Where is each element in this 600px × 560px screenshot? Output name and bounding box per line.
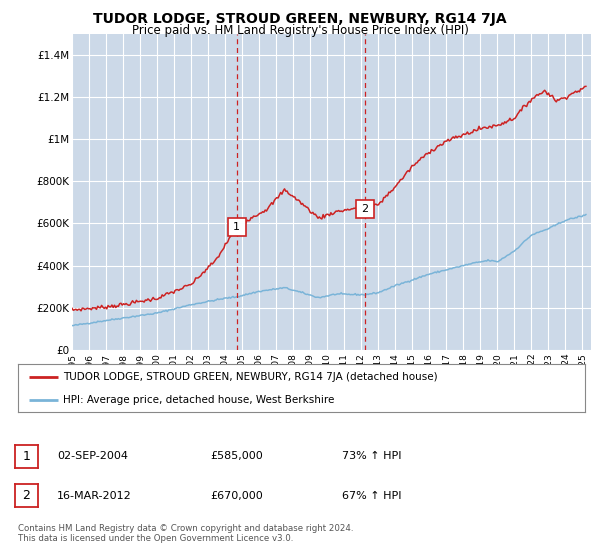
Text: TUDOR LODGE, STROUD GREEN, NEWBURY, RG14 7JA: TUDOR LODGE, STROUD GREEN, NEWBURY, RG14…	[93, 12, 507, 26]
Text: Price paid vs. HM Land Registry's House Price Index (HPI): Price paid vs. HM Land Registry's House …	[131, 24, 469, 36]
Text: 67% ↑ HPI: 67% ↑ HPI	[342, 491, 401, 501]
Text: 02-SEP-2004: 02-SEP-2004	[57, 451, 128, 461]
Text: £585,000: £585,000	[210, 451, 263, 461]
Text: 73% ↑ HPI: 73% ↑ HPI	[342, 451, 401, 461]
Text: 16-MAR-2012: 16-MAR-2012	[57, 491, 132, 501]
Text: HPI: Average price, detached house, West Berkshire: HPI: Average price, detached house, West…	[64, 395, 335, 405]
Text: 1: 1	[233, 222, 240, 232]
Text: Contains HM Land Registry data © Crown copyright and database right 2024.
This d: Contains HM Land Registry data © Crown c…	[18, 524, 353, 543]
Text: 1: 1	[22, 450, 31, 463]
Text: 2: 2	[361, 204, 368, 214]
Text: £670,000: £670,000	[210, 491, 263, 501]
Text: 2: 2	[22, 489, 31, 502]
Text: TUDOR LODGE, STROUD GREEN, NEWBURY, RG14 7JA (detached house): TUDOR LODGE, STROUD GREEN, NEWBURY, RG14…	[64, 372, 438, 382]
